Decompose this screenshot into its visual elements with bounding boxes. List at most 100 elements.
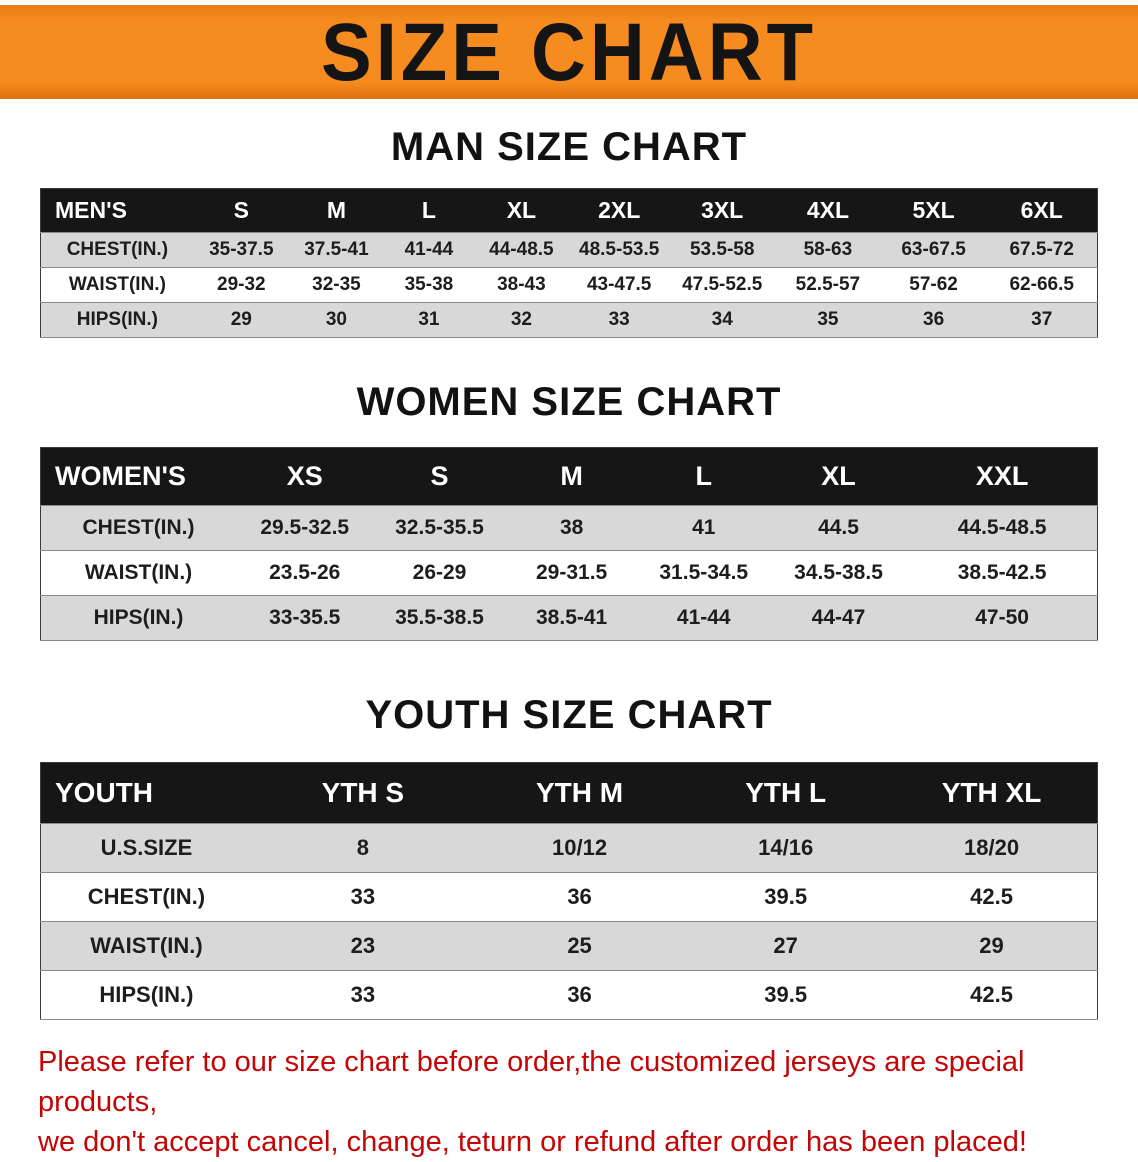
row-label: WAIST(IN.) <box>40 921 252 971</box>
row-label: WAIST(IN.) <box>40 550 237 596</box>
size-value: 39.5 <box>685 872 887 922</box>
size-value: 29 <box>193 302 289 338</box>
size-value: 48.5-53.5 <box>568 232 670 268</box>
size-value: 31 <box>384 302 474 338</box>
women-header-size: S <box>373 447 506 506</box>
size-value: 44-47 <box>769 595 908 641</box>
size-value: 33 <box>251 872 474 922</box>
women-header-size: XXL <box>907 447 1098 506</box>
row-label: CHEST(IN.) <box>40 872 252 922</box>
women-hips-row: HIPS(IN.) 33-35.5 35.5-38.5 38.5-41 41-4… <box>40 595 1098 641</box>
men-header-row: MEN'S S M L XL 2XL 3XL 4XL 5XL 6XL <box>40 188 1098 233</box>
youth-size-table: YOUTH YTH S YTH M YTH L YTH XL U.S.SIZE … <box>40 762 1098 1020</box>
women-header-size: M <box>505 447 638 506</box>
size-value: 35-37.5 <box>193 232 289 268</box>
size-value: 41 <box>637 505 770 551</box>
size-value: 38.5-42.5 <box>907 550 1098 596</box>
size-value: 14/16 <box>685 823 887 873</box>
youth-section-heading: YOUTH SIZE CHART <box>365 693 773 737</box>
size-value: 29 <box>886 921 1098 971</box>
size-value: 42.5 <box>886 872 1098 922</box>
youth-header-size: YTH L <box>685 762 887 824</box>
size-value: 41-44 <box>384 232 474 268</box>
men-header-label: MEN'S <box>40 188 194 233</box>
youth-header-size: YTH XL <box>886 762 1098 824</box>
men-header-size: L <box>384 188 474 233</box>
size-value: 32.5-35.5 <box>373 505 506 551</box>
size-value: 52.5-57 <box>775 267 881 303</box>
size-value: 36 <box>473 872 686 922</box>
size-value: 67.5-72 <box>986 232 1098 268</box>
size-value: 33-35.5 <box>236 595 374 641</box>
size-value: 36 <box>473 970 686 1020</box>
size-chart-title: SIZE CHART <box>321 6 817 98</box>
size-value: 8 <box>251 823 474 873</box>
youth-ussize-row: U.S.SIZE 8 10/12 14/16 18/20 <box>40 823 1098 873</box>
women-header-size: L <box>637 447 770 506</box>
size-value: 31.5-34.5 <box>637 550 770 596</box>
women-size-chart-section: WOMEN SIZE CHART WOMEN'S XS S M L XL XXL <box>0 380 1138 641</box>
youth-header-size: YTH S <box>251 762 474 824</box>
men-header-size: S <box>193 188 289 233</box>
women-size-table: WOMEN'S XS S M L XL XXL CHEST(IN.) 29.5-… <box>40 447 1098 641</box>
size-value: 18/20 <box>886 823 1098 873</box>
men-size-chart-section: MAN SIZE CHART MEN'S S M L XL 2XL 3XL 4X… <box>0 125 1138 338</box>
size-value: 39.5 <box>685 970 887 1020</box>
youth-chest-row: CHEST(IN.) 33 36 39.5 42.5 <box>40 872 1098 922</box>
women-section-heading: WOMEN SIZE CHART <box>356 380 782 424</box>
size-value: 23 <box>251 921 474 971</box>
youth-header-label: YOUTH <box>40 762 252 824</box>
row-label: HIPS(IN.) <box>40 302 194 338</box>
size-value: 34.5-38.5 <box>769 550 908 596</box>
size-value: 35.5-38.5 <box>373 595 506 641</box>
size-value: 44-48.5 <box>473 232 569 268</box>
size-value: 25 <box>473 921 686 971</box>
size-value: 26-29 <box>373 550 506 596</box>
size-value: 53.5-58 <box>669 232 776 268</box>
men-header-size: 6XL <box>986 188 1098 233</box>
women-header-label: WOMEN'S <box>40 447 237 506</box>
size-value: 29-31.5 <box>505 550 638 596</box>
size-value: 58-63 <box>775 232 881 268</box>
size-value: 44.5 <box>769 505 908 551</box>
men-size-table: MEN'S S M L XL 2XL 3XL 4XL 5XL 6XL CHEST… <box>40 188 1098 338</box>
men-chest-row: CHEST(IN.) 35-37.5 37.5-41 41-44 44-48.5… <box>40 232 1098 268</box>
disclaimer-text: Please refer to our size chart before or… <box>38 1042 1102 1162</box>
size-value: 36 <box>880 302 987 338</box>
row-label: WAIST(IN.) <box>40 267 194 303</box>
size-value: 35 <box>775 302 881 338</box>
size-value: 32 <box>473 302 569 338</box>
row-label: HIPS(IN.) <box>40 595 237 641</box>
youth-waist-row: WAIST(IN.) 23 25 27 29 <box>40 921 1098 971</box>
size-value: 37 <box>986 302 1098 338</box>
size-value: 44.5-48.5 <box>907 505 1098 551</box>
men-header-size: 3XL <box>669 188 776 233</box>
size-value: 47.5-52.5 <box>669 267 776 303</box>
size-value: 42.5 <box>886 970 1098 1020</box>
size-value: 27 <box>685 921 887 971</box>
women-chest-row: CHEST(IN.) 29.5-32.5 32.5-35.5 38 41 44.… <box>40 505 1098 551</box>
size-value: 32-35 <box>288 267 384 303</box>
row-label: U.S.SIZE <box>40 823 252 873</box>
size-chart-banner: SIZE CHART <box>0 5 1138 99</box>
row-label: CHEST(IN.) <box>40 505 237 551</box>
size-value: 38 <box>505 505 638 551</box>
men-section-heading: MAN SIZE CHART <box>390 125 748 169</box>
disclaimer-line-2: we don't accept cancel, change, teturn o… <box>38 1126 1027 1159</box>
size-value: 57-62 <box>880 267 987 303</box>
men-header-size: 4XL <box>775 188 881 233</box>
youth-header-row: YOUTH YTH S YTH M YTH L YTH XL <box>40 762 1098 824</box>
size-value: 29.5-32.5 <box>236 505 374 551</box>
men-hips-row: HIPS(IN.) 29 30 31 32 33 34 35 36 37 <box>40 302 1098 338</box>
size-value: 33 <box>251 970 474 1020</box>
size-value: 41-44 <box>637 595 770 641</box>
disclaimer-line-1: Please refer to our size chart before or… <box>38 1046 1025 1119</box>
size-value: 62-66.5 <box>986 267 1098 303</box>
size-value: 10/12 <box>473 823 686 873</box>
row-label: HIPS(IN.) <box>40 970 252 1020</box>
size-value: 30 <box>288 302 384 338</box>
women-header-row: WOMEN'S XS S M L XL XXL <box>40 447 1098 506</box>
men-header-size: M <box>288 188 384 233</box>
size-value: 38-43 <box>473 267 569 303</box>
youth-header-size: YTH M <box>473 762 686 824</box>
